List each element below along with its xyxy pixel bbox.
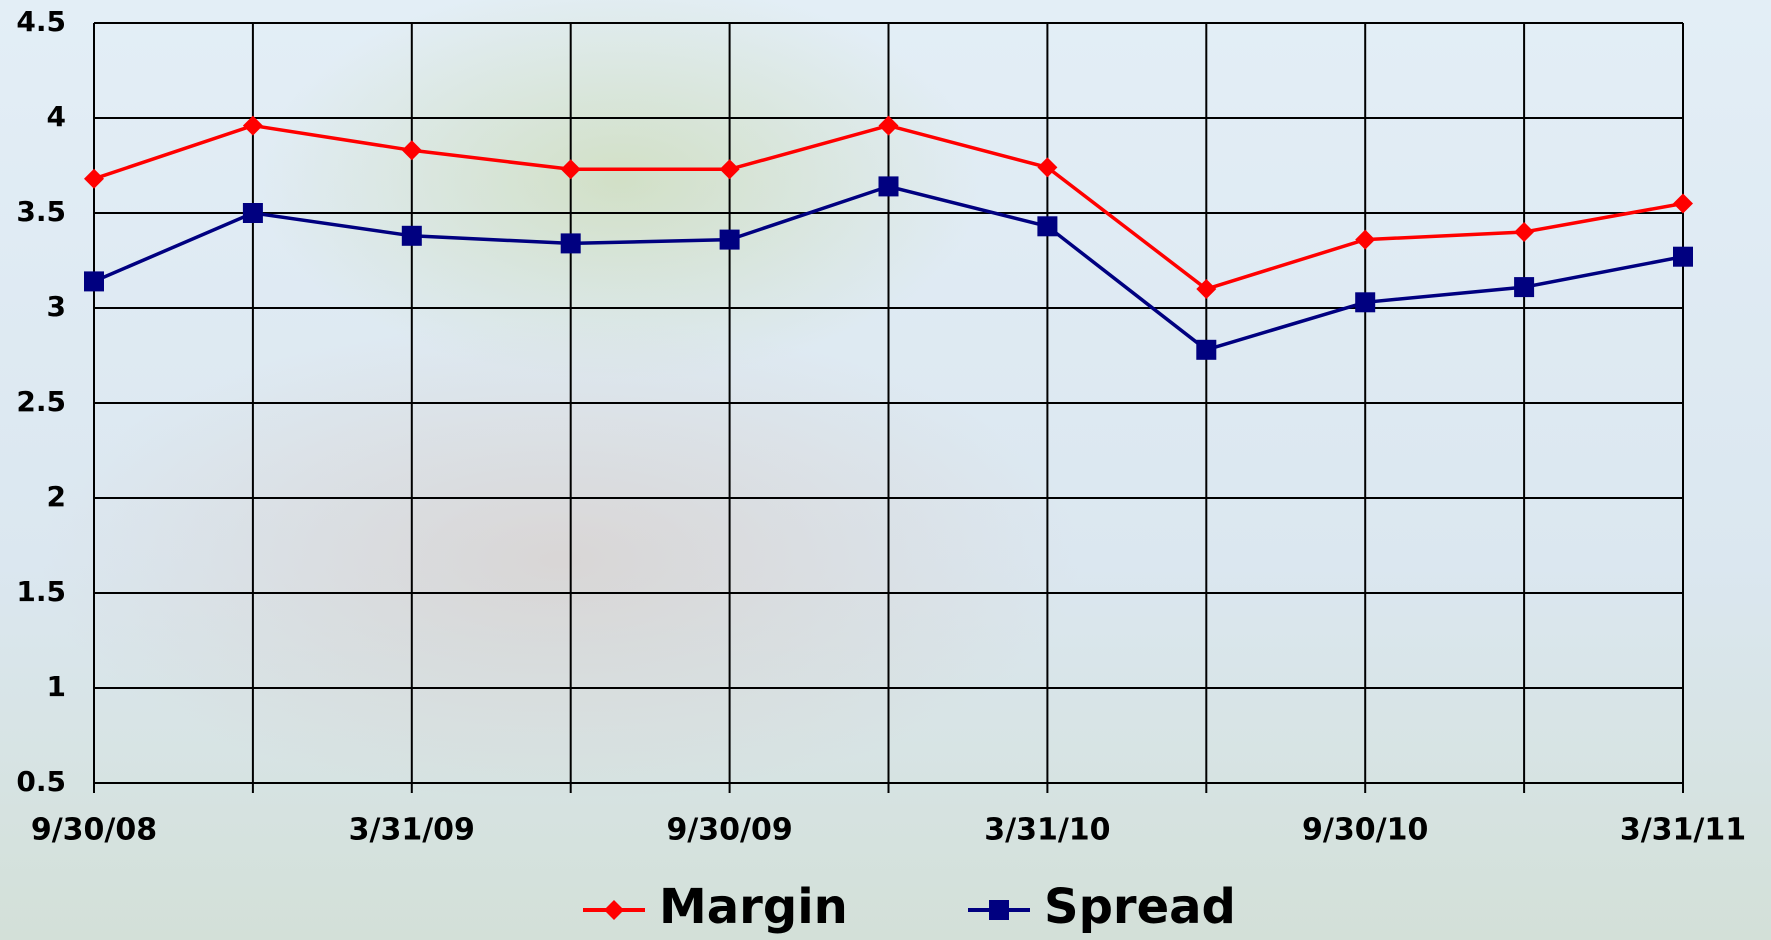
x-tick-label: 9/30/09 <box>666 813 792 848</box>
y-tick-label: 3.5 <box>16 195 66 228</box>
data-point <box>1514 277 1535 298</box>
background-image <box>260 0 980 380</box>
data-point <box>242 115 263 136</box>
y-tick-label: 4.5 <box>16 5 66 38</box>
y-tick-label: 0.5 <box>16 765 66 798</box>
y-tick-label: 2.5 <box>16 385 66 418</box>
data-point <box>1355 229 1376 250</box>
data-point <box>1196 339 1217 360</box>
data-point <box>1196 279 1217 299</box>
legend-label: Margin <box>659 879 848 935</box>
data-point <box>560 233 581 254</box>
data-point <box>1514 222 1535 242</box>
x-tick-label: 9/30/08 <box>31 813 157 848</box>
data-point <box>1037 216 1058 237</box>
data-point <box>401 140 422 161</box>
legend-label: Spread <box>1044 879 1236 935</box>
y-tick-label: 2 <box>47 480 66 513</box>
data-point <box>878 176 899 197</box>
data-point <box>1673 246 1693 267</box>
x-tick-label: 3/31/11 <box>1620 813 1746 848</box>
data-point <box>1673 193 1693 214</box>
legend-marker <box>989 900 1009 920</box>
data-point <box>84 168 104 189</box>
data-point <box>1355 292 1376 313</box>
legend-marker <box>604 900 624 920</box>
y-tick-label: 1 <box>47 670 66 703</box>
x-tick-label: 3/31/09 <box>349 813 475 848</box>
y-tick-label: 3 <box>47 290 66 323</box>
data-point <box>719 159 740 180</box>
x-tick-label: 3/31/10 <box>984 813 1110 848</box>
y-tick-label: 1.5 <box>16 575 66 608</box>
data-point <box>242 203 263 223</box>
data-point <box>878 115 899 136</box>
data-point <box>560 159 581 180</box>
data-point <box>719 229 740 250</box>
data-point <box>1037 157 1058 178</box>
background-image <box>40 320 1080 800</box>
x-tick-label: 9/30/10 <box>1302 813 1428 848</box>
y-tick-label: 4 <box>47 100 66 133</box>
data-point <box>84 271 104 292</box>
data-point <box>401 225 422 246</box>
